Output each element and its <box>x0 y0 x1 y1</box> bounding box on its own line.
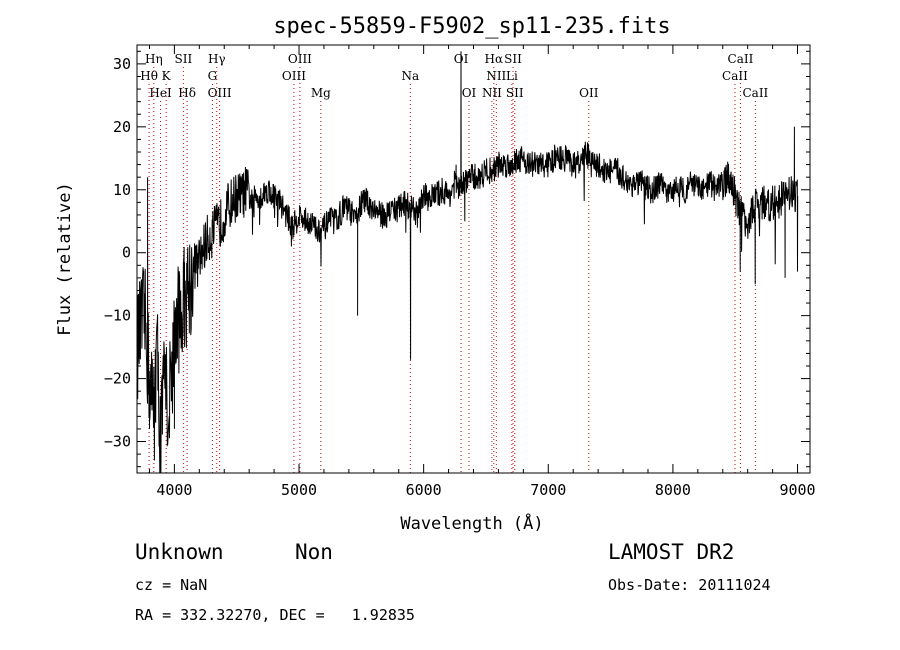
spectral-line-label: HeI <box>149 86 172 100</box>
spectrum-line <box>136 51 799 474</box>
x-tick-label: 7000 <box>530 481 566 499</box>
survey-name: LAMOST DR2 <box>608 540 735 564</box>
spectral-line-label: Hη <box>145 52 163 66</box>
x-tick-label: 4000 <box>156 481 192 499</box>
spectral-line-label: NII <box>486 69 506 83</box>
object-class: Unknown <box>135 540 224 564</box>
spectral-line-markers <box>148 67 756 473</box>
y-tick-label: 0 <box>122 244 131 262</box>
y-tick-label: 30 <box>113 55 131 73</box>
spectral-line-label: NII <box>482 86 502 100</box>
plot-frame <box>136 44 811 474</box>
spectral-line-label: CaII <box>728 52 754 66</box>
chart-title: spec-55859-F5902_sp11-235.fits <box>273 14 670 39</box>
spectral-line-label: Mg <box>311 86 331 100</box>
x-axis: 4000 5000 6000 7000 8000 9000 <box>148 45 816 499</box>
x-axis-label: Wavelength (Å) <box>400 512 543 534</box>
x-tick-label: 6000 <box>406 481 442 499</box>
spectral-line-label: SII <box>175 52 193 66</box>
y-tick-label: 20 <box>113 118 131 136</box>
observation-date: Obs-Date: 20111024 <box>608 576 771 594</box>
spectral-line-label: SII <box>506 86 524 100</box>
spectral-line-label: CaII <box>742 86 768 100</box>
y-tick-label: −20 <box>104 370 131 388</box>
x-tick-label: 9000 <box>779 481 815 499</box>
spectral-line-label: K <box>162 69 172 83</box>
y-axis: −30 −20 −10 0 10 20 30 <box>104 50 810 468</box>
y-tick-label: −30 <box>104 433 131 451</box>
spectrum-series <box>136 51 799 474</box>
x-tick-label: 8000 <box>655 481 691 499</box>
spectral-line-label: G <box>208 69 218 83</box>
spectral-line-label: OIII <box>288 52 312 66</box>
y-tick-label: 10 <box>113 181 131 199</box>
spectral-line-label: Hθ <box>140 69 158 83</box>
coordinates: RA = 332.32270, DEC = 1.92835 <box>135 606 415 624</box>
spectral-line-label: Na <box>401 69 419 83</box>
redshift-cz: cz = NaN <box>135 576 208 594</box>
spectral-line-label: OIII <box>208 86 232 100</box>
spectral-line-label: Hδ <box>178 86 196 100</box>
spectral-line-label: OII <box>579 86 599 100</box>
x-tick-label: 5000 <box>281 481 317 499</box>
spectral-line-label: Hα <box>485 52 504 66</box>
spectral-line-label: OI <box>462 86 477 100</box>
object-subclass: Non <box>295 540 333 564</box>
spectral-line-label: CaII <box>722 69 748 83</box>
y-tick-label: −10 <box>104 307 131 325</box>
spectral-line-label: SII <box>504 52 522 66</box>
spectral-line-label: Hγ <box>208 52 226 66</box>
y-axis-label: Flux (relative) <box>55 182 75 336</box>
spectral-line-label: OIII <box>282 69 306 83</box>
spectral-line-label: Li <box>506 69 518 83</box>
